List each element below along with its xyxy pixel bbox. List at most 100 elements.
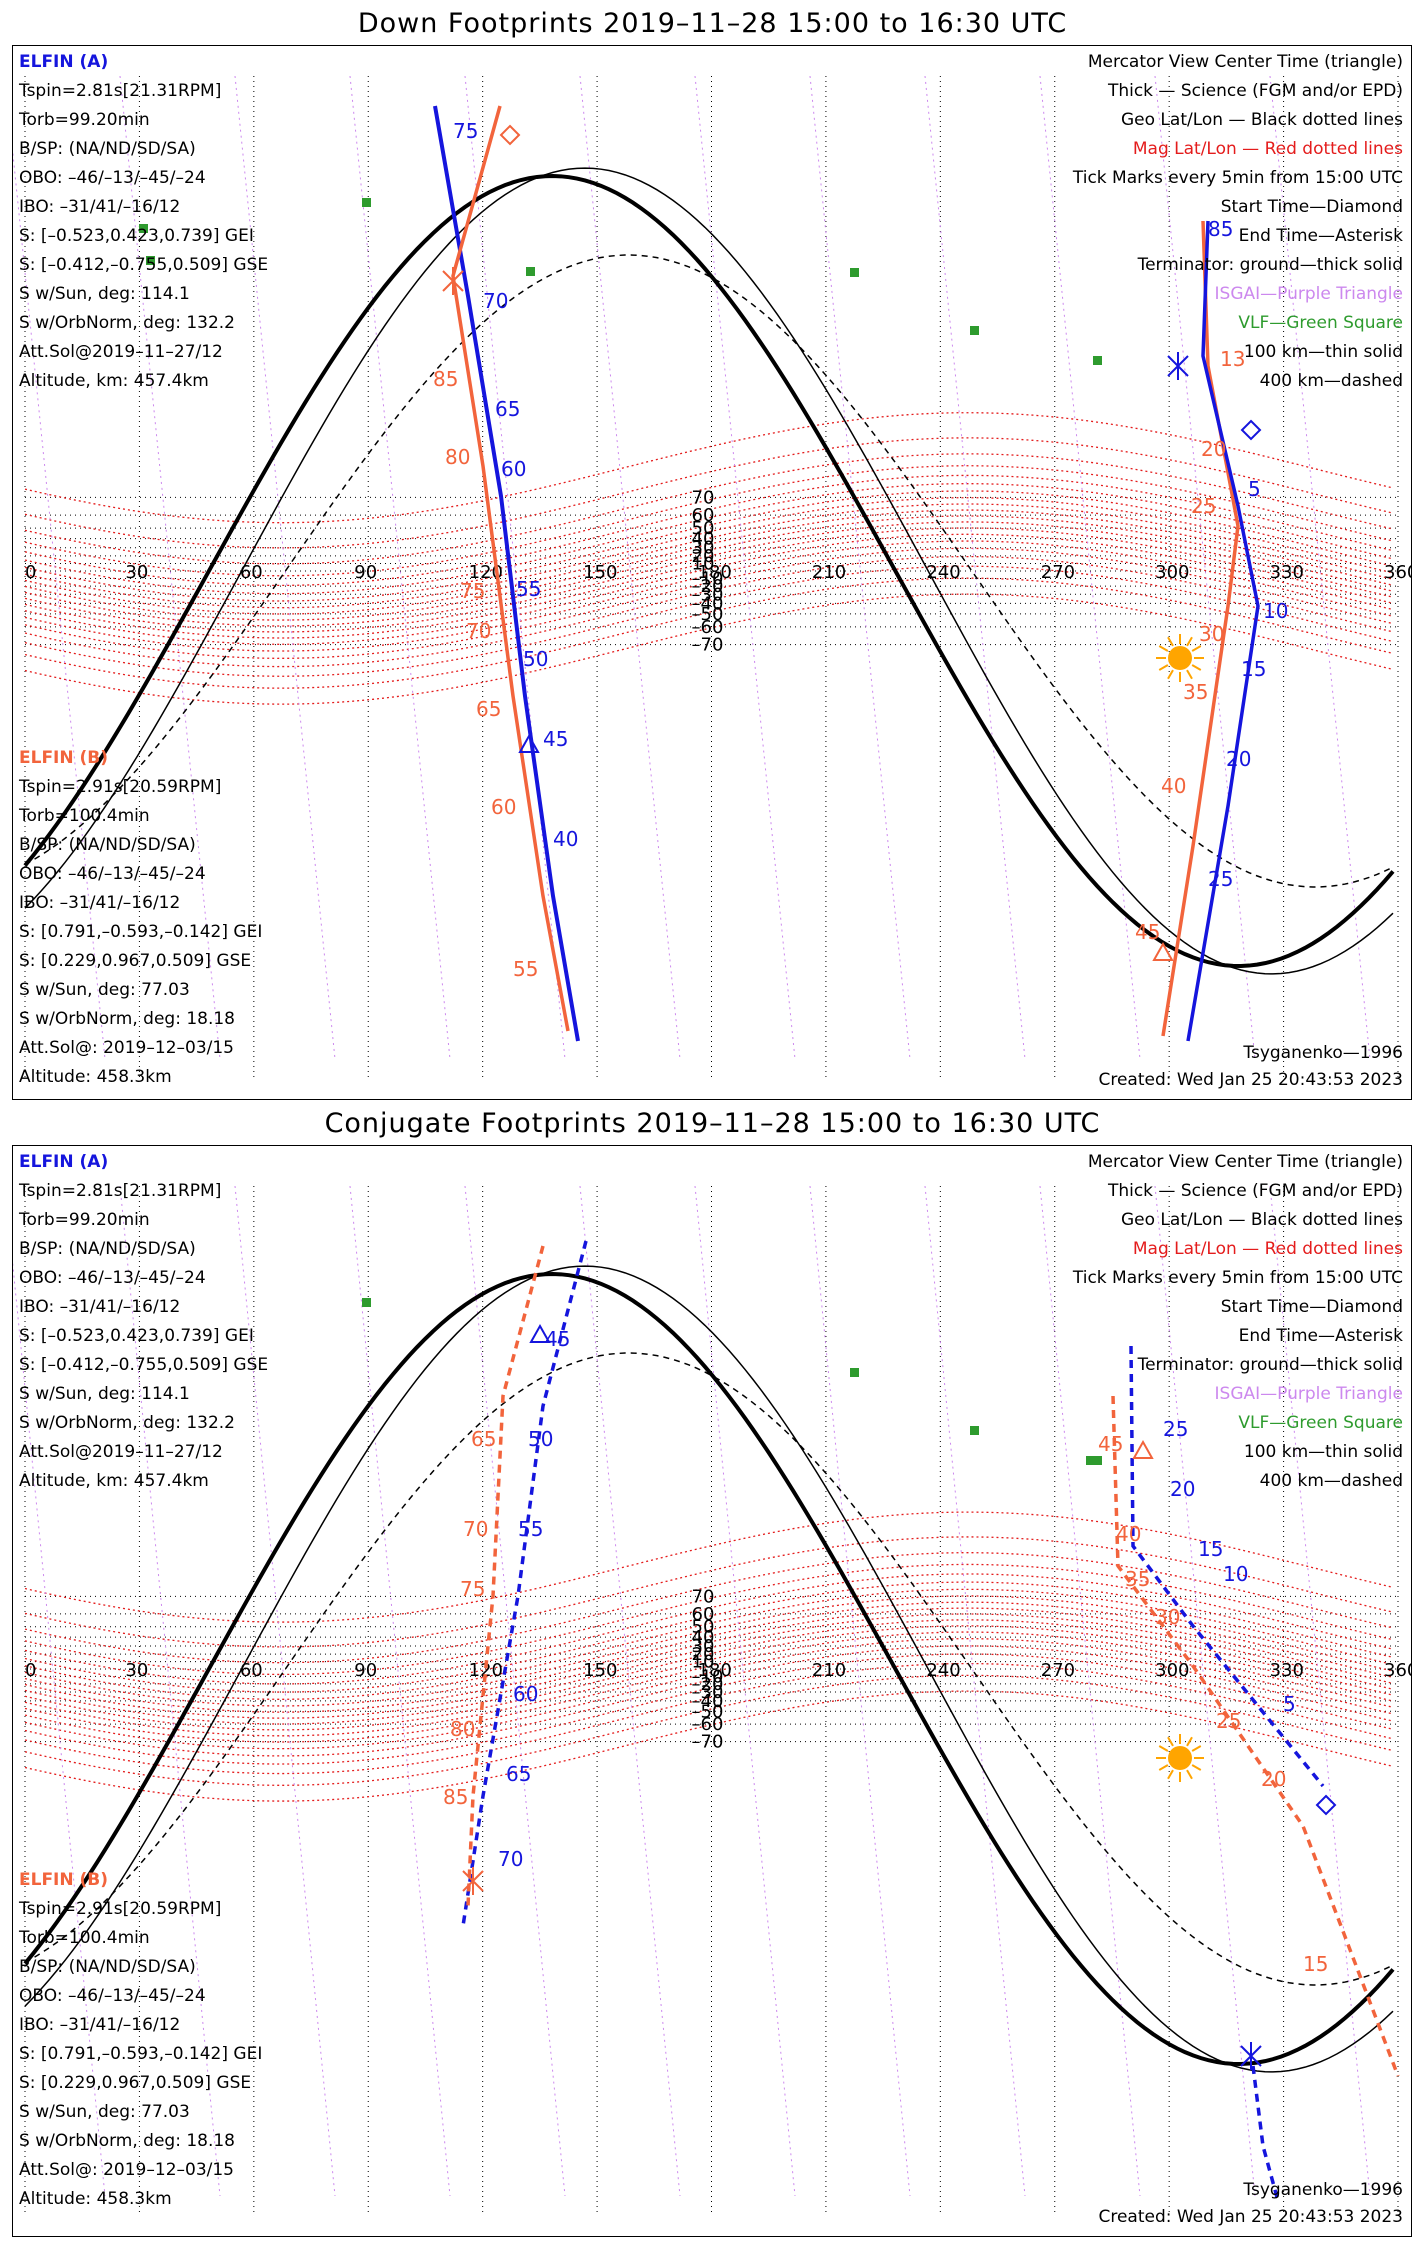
track-tick-label: 25: [1216, 1709, 1241, 1733]
track-tick-label: 20: [1261, 1767, 1286, 1791]
down-footprints-panel: 0306090120150180210240270300330360706050…: [12, 45, 1412, 1100]
legend-item: Start Time—Diamond: [1220, 1297, 1403, 1317]
mag-parallel: [24, 533, 1394, 645]
mag-meridian: [349, 75, 451, 1060]
track-tick-label: 15: [1241, 657, 1266, 681]
mag-parallel: [24, 483, 1394, 595]
mag-meridian: [119, 75, 221, 1060]
info-line: S: [0.791,–0.593,–0.142] GEI: [19, 2044, 263, 2064]
info-line: B/SP: (NA/ND/SD/SA): [19, 139, 196, 159]
elfin-a-track: [461, 1240, 588, 1927]
mag-meridian: [809, 75, 911, 1060]
elfin-a-track: [433, 105, 580, 1042]
latitude-label: 40: [692, 529, 715, 550]
legend-item: Start Time—Diamond: [1220, 197, 1403, 217]
info-line: S w/Sun, deg: 77.03: [19, 2102, 190, 2122]
end-asterisk-a: [1240, 2042, 1262, 2070]
mag-parallel: [24, 1631, 1394, 1743]
info-line: OBO: –46/–13/–45/–24: [19, 1986, 206, 2006]
legend-item: Mag Lat/Lon — Red dotted lines: [1132, 1239, 1403, 1259]
latitude-label: –40: [692, 593, 724, 614]
longitude-label: 120: [469, 562, 503, 583]
elfin-b-header: ELFIN (B): [19, 1870, 109, 1890]
center-triangle-b: [1152, 941, 1174, 961]
sun-ray: [1186, 1769, 1193, 1780]
track-tick-label: 85: [443, 1785, 468, 1809]
elfin-a-header: ELFIN (A): [19, 52, 109, 72]
track-tick-label: 35: [1125, 1567, 1150, 1591]
latitude-label: 10: [692, 1652, 715, 1673]
mag-meridian: [119, 1185, 221, 2197]
mag-meridian: [1039, 1185, 1141, 2197]
elfin-a-track-3: [1251, 2065, 1280, 2202]
track-tick-label: 45: [543, 727, 568, 751]
conjugate-footprints-panel: 0306090120150180210240270300330360706050…: [12, 1145, 1412, 2237]
legend-item: Mag Lat/Lon — Red dotted lines: [1132, 139, 1403, 159]
mag-parallel: [24, 1563, 1394, 1676]
info-line: IBO: –31/41/–16/12: [19, 893, 181, 913]
latitude-label: 70: [692, 1586, 715, 1607]
created-timestamp: Created: Wed Jan 25 20:43:53 2023: [1098, 2207, 1403, 2227]
track-tick-label: 30: [1199, 622, 1224, 646]
longitude-label: 210: [812, 562, 846, 583]
info-line: Altitude: 458.3km: [19, 1067, 172, 1087]
mag-meridian: [464, 75, 566, 1060]
track-tick-label: 45: [545, 1327, 570, 1351]
down-footprints-title: Down Footprints 2019–11–28 15:00 to 16:3…: [357, 8, 1068, 39]
longitude-label: 270: [1041, 1660, 1075, 1681]
latitude-label: –60: [692, 617, 724, 638]
sun-ray: [1158, 664, 1169, 671]
vlf-station-marker: [970, 326, 979, 335]
vlf-station-marker: [526, 267, 535, 276]
terminator-100km: [24, 1265, 1394, 2073]
mag-parallel: [24, 1625, 1394, 1737]
mag-parallel: [24, 1588, 1394, 1700]
track-tick-label: 30: [1155, 1605, 1180, 1629]
info-line: Altitude: 458.3km: [19, 2189, 172, 2209]
mag-parallel: [24, 509, 1394, 621]
elfin-a-info: ELFIN (A) Tspin=2.81s[21.31RPM] Torb=99.…: [19, 48, 268, 396]
latitude-label: –30: [692, 1682, 724, 1703]
legend-item: End Time—Asterisk: [1238, 226, 1403, 246]
latitude-label: 20: [692, 546, 715, 567]
center-triangle-a: [518, 733, 540, 753]
legend-item: 100 km—thin solid: [1243, 342, 1403, 362]
elfin-b-info: ELFIN (B) Tspin=2.91s[20.59RPM] Torb=100…: [19, 744, 262, 1092]
mag-parallel: [24, 1645, 1394, 1757]
mag-parallel: [24, 577, 1394, 689]
info-line: Torb=100.4min: [19, 806, 150, 826]
mag-parallel: [24, 1653, 1394, 1765]
model-label: Tsyganenko—1996: [1243, 2180, 1403, 2200]
mag-parallel: [24, 1573, 1394, 1685]
mag-parallel: [24, 565, 1394, 677]
longitude-label: 120: [469, 1660, 503, 1681]
elfin-b-track: [451, 105, 570, 1032]
end-asterisk-b: [442, 267, 464, 295]
elfin-b-info: ELFIN (B) Tspin=2.91s[20.59RPM] Torb=100…: [19, 1866, 262, 2214]
mag-parallel: [24, 490, 1394, 602]
latitude-label: 30: [692, 1636, 715, 1657]
sun-ray: [1158, 1745, 1169, 1752]
subsolar-sun-icon: [1168, 1746, 1192, 1770]
track-tick-label: 75: [460, 579, 485, 603]
elfin-a-header: ELFIN (A): [19, 1152, 109, 1172]
mag-parallel: [24, 1581, 1394, 1693]
legend-item: Thick — Science (FGM and/or EPD): [1107, 81, 1403, 101]
elfin-b-track-2: [1161, 220, 1240, 1037]
info-line: OBO: –46/–13/–45/–24: [19, 168, 206, 188]
track-tick-label: 20: [1201, 437, 1226, 461]
track-tick-label: 45: [1135, 920, 1160, 944]
mag-parallel: [24, 465, 1394, 577]
info-line: S: [–0.523,0.423,0.739] GEI: [19, 1326, 254, 1346]
latitude-label: 10: [692, 554, 715, 575]
mag-parallel: [24, 1536, 1394, 1648]
elfin-a-info: ELFIN (A) Tspin=2.81s[21.31RPM] Torb=99.…: [19, 1148, 268, 1496]
info-line: B/SP: (NA/ND/SD/SA): [19, 1239, 196, 1259]
longitude-label: 180: [698, 562, 732, 583]
track-tick-label: 25: [1163, 1417, 1188, 1441]
track-tick-label: 45: [1098, 1432, 1123, 1456]
mag-parallel: [24, 497, 1394, 609]
sun-ray: [1158, 645, 1169, 652]
mag-parallel: [24, 1690, 1394, 1802]
elfin-b-track: [466, 1245, 545, 1907]
